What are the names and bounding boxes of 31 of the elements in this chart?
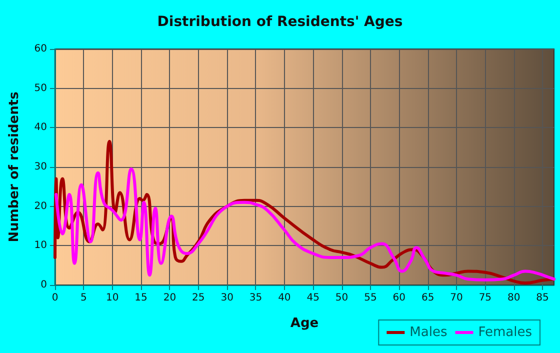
x-tick-label: 10 xyxy=(106,292,119,304)
x-tick-label: 75 xyxy=(478,292,492,304)
x-tick-label: 55 xyxy=(364,292,377,304)
x-tick-label: 5 xyxy=(80,292,87,304)
x-tick-label: 30 xyxy=(220,292,234,304)
x-tick-label: 20 xyxy=(163,292,176,304)
y-tick-label: 40 xyxy=(34,122,47,134)
y-tick-label: 30 xyxy=(34,162,47,172)
y-tick-label: 0 xyxy=(40,280,47,290)
x-tick-label: 25 xyxy=(192,292,205,304)
legend-label: Females xyxy=(478,325,532,340)
x-axis-title: Age xyxy=(290,316,319,331)
x-tick-label: 15 xyxy=(134,292,148,304)
x-tick-label: 45 xyxy=(306,292,320,304)
x-tick-label: 85 xyxy=(536,292,549,304)
x-tick-label: 70 xyxy=(450,292,463,304)
y-tick-label: 10 xyxy=(34,240,47,252)
x-tick-label: 80 xyxy=(507,292,520,304)
x-tick-label: 50 xyxy=(335,292,348,304)
chart-title: Distribution of Residents' Ages xyxy=(157,14,403,30)
x-tick-label: 60 xyxy=(392,292,406,304)
x-tick-label: 40 xyxy=(278,292,291,304)
x-tick-label: 65 xyxy=(421,292,434,304)
y-axis-title: Number of residents xyxy=(7,91,22,242)
line-series xyxy=(54,167,556,282)
y-tick-label: 20 xyxy=(34,200,47,212)
x-tick-label: 35 xyxy=(249,292,262,304)
y-tick-label: 50 xyxy=(34,82,47,94)
x-tick-label: 0 xyxy=(52,292,58,304)
legend-label: Males xyxy=(410,325,448,340)
y-tick-label: 60 xyxy=(34,44,47,54)
